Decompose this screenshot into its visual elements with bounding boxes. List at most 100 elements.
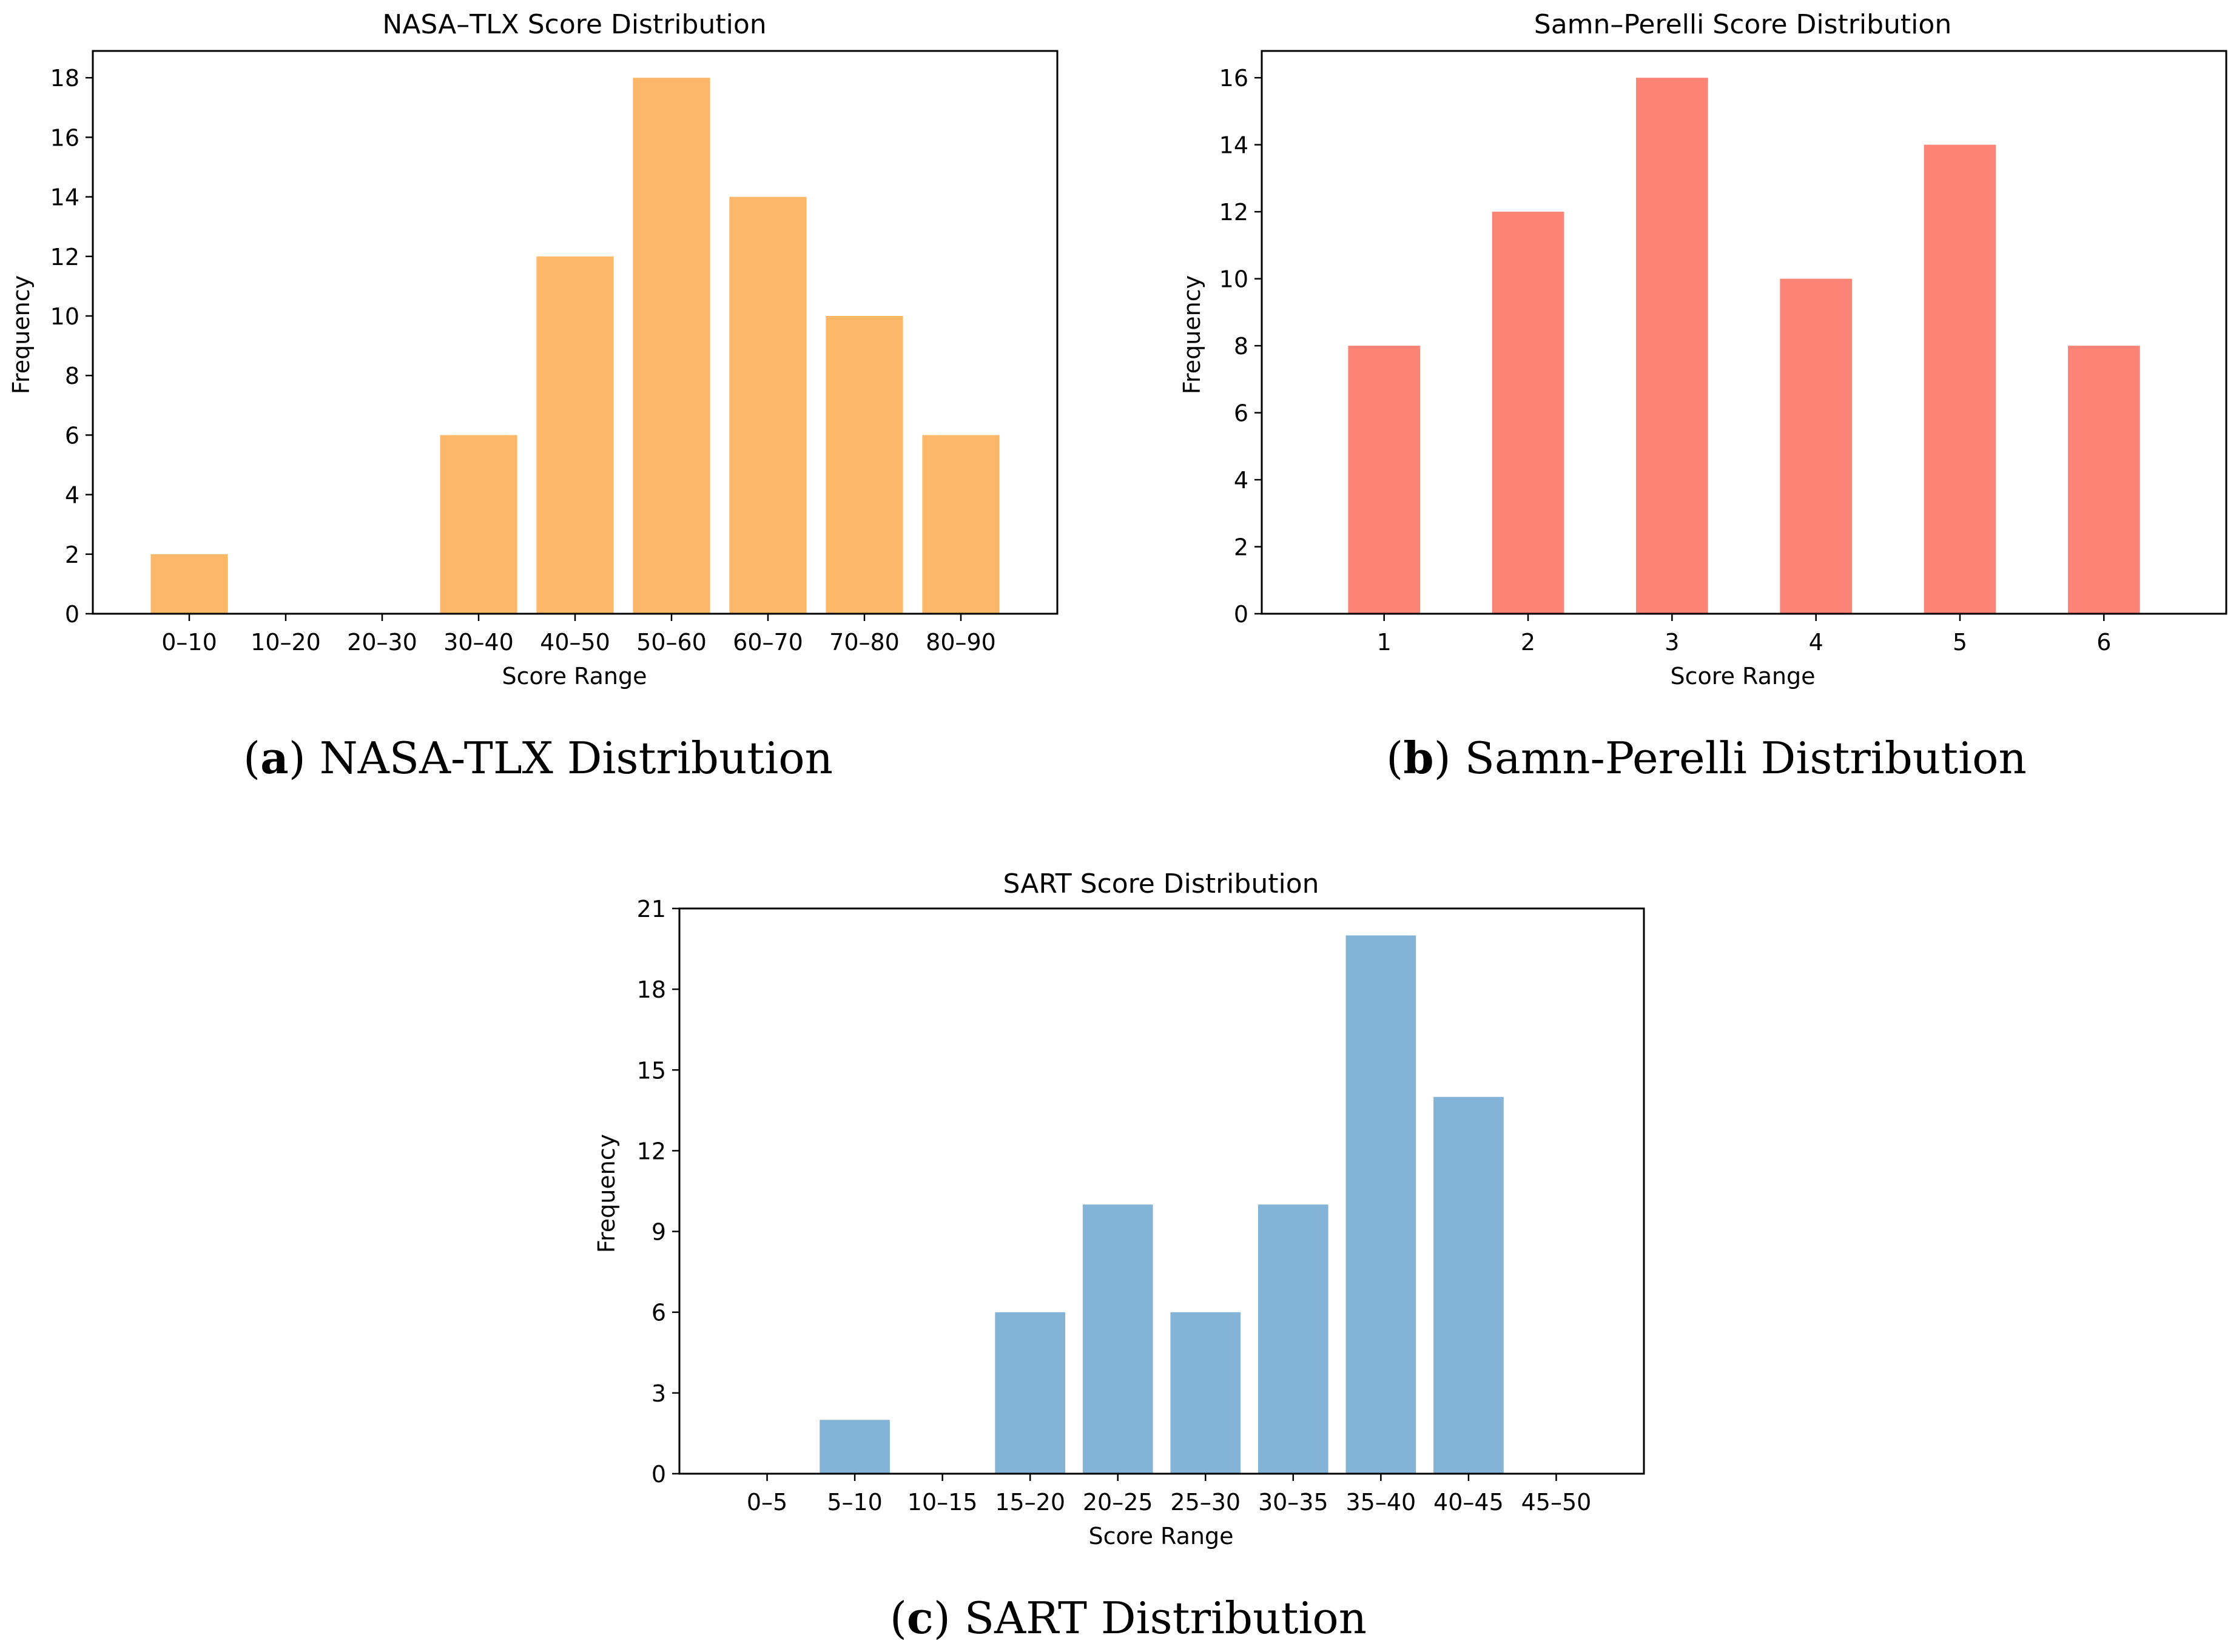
x-tick-label: 30–40 [443,629,514,656]
bar [440,435,517,614]
y-tick-label: 6 [651,1300,666,1326]
y-tick-label: 14 [50,184,79,211]
y-tick-label: 12 [637,1138,666,1164]
y-tick-label: 9 [651,1219,666,1246]
y-ticks: 0 2 4 6 8 10 12 14 16 [1219,65,1262,628]
y-ticks: 0 2 4 6 8 10 12 14 16 18 [50,65,93,628]
y-tick-label: 16 [50,124,79,151]
bar [1780,278,1852,614]
y-tick-label: 3 [651,1380,666,1407]
y-tick-label: 8 [65,363,79,389]
y-tick-label: 10 [50,303,79,330]
bar [1258,1204,1328,1474]
x-tick-label: 20–30 [347,629,417,656]
bars [820,935,1504,1474]
chart-title: Samn–Perelli Score Distribution [1534,9,1951,40]
bar [1492,212,1564,614]
x-ticks: 0–10 10–20 20–30 30–40 40–50 50–60 60–70 70–80 8… [161,614,996,656]
x-tick-label: 30–35 [1258,1489,1328,1516]
y-axis-label: Frequency [1179,275,1205,394]
x-tick-label: 35–40 [1346,1489,1416,1516]
caption-letter: c [907,1592,934,1644]
bar [1082,1204,1153,1474]
bar [922,435,1000,614]
x-ticks: 0–5 5–10 10–15 15–20 20–25 25–30 30–35 35–40 40–… [747,1474,1591,1516]
y-tick-label: 4 [1234,467,1248,494]
x-tick-label: 15–20 [995,1489,1065,1516]
y-tick-label: 6 [1234,400,1248,427]
caption: (a) NASA-TLX Distribution [243,732,833,784]
x-tick-label: 40–45 [1433,1489,1504,1516]
caption-text: NASA-TLX Distribution [320,733,833,784]
y-tick-label: 18 [637,976,666,1003]
caption: (c) SART Distribution [890,1592,1367,1644]
x-axis-label: Score Range [1089,1523,1234,1550]
y-tick-label: 4 [65,482,79,509]
plot-frame [678,907,1645,1475]
x-tick-label: 3 [1665,629,1679,656]
y-tick-label: 10 [1219,266,1248,293]
samn-perelli-chart: Samn–Perelli Score Distribution Frequenc… [1179,9,2227,784]
y-tick-label: 8 [1234,333,1248,360]
x-tick-label: 45–50 [1521,1489,1592,1516]
y-tick-label: 0 [651,1461,666,1488]
x-tick-label: 10–15 [907,1489,978,1516]
x-axis-label: Score Range [1671,663,1816,690]
bar [1433,1096,1504,1474]
nasa-tlx-chart: NASA–TLX Score Distribution Frequency Sc… [8,9,1059,784]
bar [729,196,807,614]
x-tick-label: 0–10 [161,629,217,656]
y-axis-label: Frequency [8,275,35,394]
x-tick-label: 60–70 [733,629,803,656]
chart-title: NASA–TLX Score Distribution [382,9,766,40]
x-tick-label: 20–25 [1083,1489,1153,1516]
x-tick-label: 0–5 [747,1489,787,1516]
x-tick-label: 50–60 [636,629,707,656]
x-axis-label: Score Range [502,663,647,690]
bar [633,78,710,614]
chart-title: SART Score Distribution [1003,868,1319,899]
x-tick-label: 80–90 [926,629,996,656]
x-tick-label: 10–20 [251,629,321,656]
caption-letter: a [260,732,289,784]
y-tick-label: 16 [1219,65,1248,92]
y-tick-label: 12 [50,244,79,270]
y-tick-label: 0 [65,601,79,628]
caption: (b) Samn-Perelli Distribution [1386,732,2027,784]
x-tick-label: 2 [1521,629,1535,656]
plot-frame [1261,50,2227,615]
bar [2067,346,2140,614]
caption-letter: b [1403,732,1433,784]
y-tick-label: 2 [65,542,79,568]
bar [1170,1312,1241,1474]
x-tick-label: 40–50 [540,629,610,656]
x-tick-label: 4 [1809,629,1823,656]
caption-text: Samn-Perelli Distribution [1465,733,2027,784]
y-tick-label: 6 [65,422,79,449]
sart-chart: SART Score Distribution Frequency Score … [593,868,1645,1644]
bars [1348,78,2140,614]
x-tick-label: 5 [1953,629,1967,656]
caption-text: SART Distribution [965,1593,1367,1644]
x-tick-label: 5–10 [827,1489,883,1516]
x-tick-label: 70–80 [829,629,900,656]
y-ticks: 0 3 6 9 12 15 18 21 [637,896,679,1488]
bar [826,315,903,614]
y-tick-label: 18 [50,65,79,92]
y-tick-label: 0 [1234,601,1248,628]
x-tick-label: 25–30 [1170,1489,1241,1516]
y-tick-label: 21 [637,896,666,922]
y-tick-label: 2 [1234,534,1248,561]
y-tick-label: 14 [1219,132,1248,159]
y-tick-label: 12 [1219,199,1248,226]
bar [1924,144,1996,614]
bar [536,256,614,614]
x-tick-label: 1 [1377,629,1392,656]
bar [1348,346,1421,614]
bar [995,1312,1065,1474]
y-tick-label: 15 [637,1057,666,1084]
bar [820,1420,890,1474]
plot-frame [92,50,1059,615]
x-tick-label: 6 [2096,629,2111,656]
